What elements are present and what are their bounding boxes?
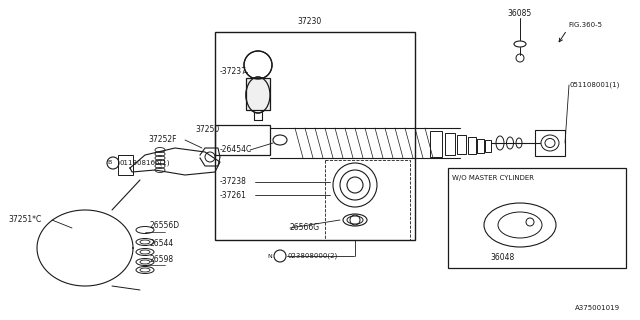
Text: 051108001(1): 051108001(1)	[570, 82, 620, 88]
Text: -37238: -37238	[220, 178, 247, 187]
Bar	[430, 131, 442, 157]
Text: 37230: 37230	[298, 18, 322, 27]
Text: B: B	[108, 161, 112, 165]
Text: -37237: -37237	[220, 68, 247, 76]
Text: A375001019: A375001019	[575, 305, 620, 311]
Bar	[325, 160, 410, 240]
Text: -37261: -37261	[220, 190, 247, 199]
Bar	[246, 78, 270, 110]
Bar	[477, 139, 484, 153]
Text: W/O MASTER CYLINDER: W/O MASTER CYLINDER	[452, 175, 534, 181]
Text: 26556D: 26556D	[150, 221, 180, 230]
Text: -26454C: -26454C	[220, 146, 252, 155]
Text: 37251*C: 37251*C	[8, 215, 41, 225]
Text: 37250: 37250	[195, 125, 220, 134]
Text: 36048: 36048	[490, 253, 515, 262]
Text: 26566G: 26566G	[290, 223, 320, 233]
Bar	[485, 140, 491, 152]
Text: 26544: 26544	[150, 238, 174, 247]
Text: 023808000(2): 023808000(2)	[287, 253, 337, 259]
Text: 36085: 36085	[508, 10, 532, 19]
Text: 26598: 26598	[150, 255, 174, 265]
Text: FIG.360-5: FIG.360-5	[568, 22, 602, 28]
Bar	[215, 32, 415, 240]
Bar	[468, 137, 476, 154]
Bar	[445, 133, 455, 155]
Bar	[448, 168, 626, 268]
Bar	[118, 155, 133, 175]
Bar	[215, 125, 270, 155]
Bar	[457, 135, 466, 154]
Bar	[535, 130, 565, 156]
Text: 011308166(1): 011308166(1)	[120, 160, 170, 166]
Text: N: N	[268, 253, 273, 259]
Text: 37252F: 37252F	[148, 135, 177, 145]
